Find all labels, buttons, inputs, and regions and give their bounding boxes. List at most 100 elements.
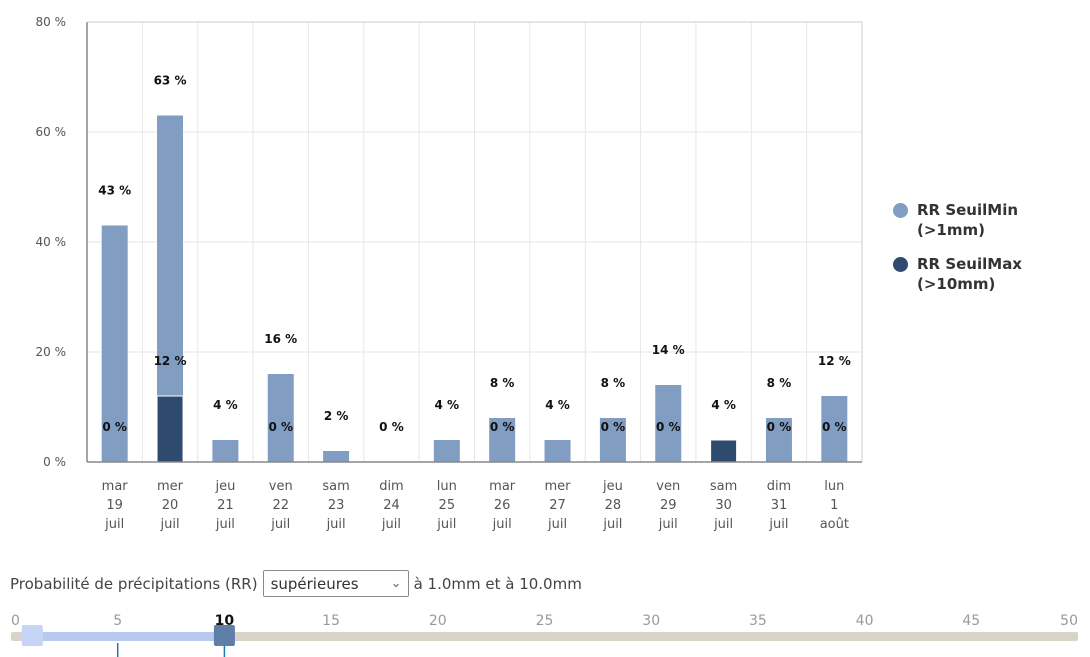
bar-seuilmin[interactable]	[323, 451, 350, 462]
data-label-seuilmin: 43 %	[98, 184, 131, 198]
slider-tick-label: 0	[11, 613, 20, 629]
y-tick-label: 0 %	[43, 455, 66, 469]
data-label-seuilmax: 0 %	[767, 420, 792, 434]
data-label-seuilmax: 0 %	[268, 420, 293, 434]
x-tick-label: 28	[605, 498, 622, 513]
bar-seuilmax[interactable]	[156, 395, 184, 463]
slider-tick-label: 5	[113, 613, 122, 629]
data-label-seuilmin: 8 %	[767, 376, 792, 390]
x-tick-label: ven	[269, 479, 293, 494]
x-tick-label: 22	[272, 498, 289, 513]
legend-swatch-seuilmax	[893, 257, 908, 272]
bar-seuilmin[interactable]	[655, 385, 682, 462]
slider-tick-label: 30	[642, 613, 660, 629]
data-label-seuilmax: 0 %	[102, 420, 127, 434]
legend-label-seuilmin: RR SeuilMin (>1mm)	[917, 201, 1019, 239]
x-tick-label: mar	[489, 479, 516, 494]
bar-seuilmin[interactable]	[101, 225, 128, 463]
data-label-seuilmax: 0 %	[822, 420, 847, 434]
y-tick-label: 60 %	[36, 125, 67, 139]
legend-item-seuilmax[interactable]: RR SeuilMax (>10mm)	[893, 254, 1083, 294]
x-tick-label: 25	[439, 498, 456, 513]
bar-seuilmin[interactable]	[212, 440, 239, 462]
slider-tick-label: 20	[429, 613, 447, 629]
data-label-seuilmin: 0 %	[379, 420, 404, 434]
x-tick-label: 23	[328, 498, 345, 513]
legend: RR SeuilMin (>1mm) RR SeuilMax (>10mm)	[893, 200, 1083, 308]
bar-chart: 0 %20 %40 %60 %80 %43 %0 %63 %12 %4 %16 …	[36, 15, 863, 532]
y-tick-label: 40 %	[36, 235, 67, 249]
bar-seuilmin[interactable]	[544, 440, 571, 462]
x-tick-label: juil	[159, 517, 179, 532]
x-tick-label: 1	[830, 498, 838, 513]
data-label-seuilmax: 0 %	[656, 420, 681, 434]
data-label-seuilmin: 4 %	[545, 398, 570, 412]
x-tick-label: 26	[494, 498, 511, 513]
slider-max-handle[interactable]	[213, 625, 235, 646]
x-tick-label: dim	[379, 479, 404, 494]
slider-min-handle[interactable]	[21, 625, 43, 646]
slider-tick-label: 15	[322, 613, 340, 629]
data-label-seuilmin: 8 %	[601, 376, 626, 390]
x-tick-label: 29	[660, 498, 677, 513]
threshold-range-slider[interactable]: 0 5 10 15 20 25 30 35 40 45 50	[0, 605, 1090, 657]
x-tick-label: juil	[547, 517, 567, 532]
bar-seuilmax[interactable]	[710, 439, 738, 463]
x-tick-label: mar	[102, 479, 129, 494]
bar-seuilmin[interactable]	[599, 418, 626, 462]
data-label-seuilmin: 14 %	[652, 343, 685, 357]
x-tick-label: 30	[715, 498, 732, 513]
x-tick-label: 19	[106, 498, 123, 513]
legend-swatch-seuilmin	[893, 203, 908, 218]
data-label-seuilmin: 4 %	[711, 398, 736, 412]
bar-seuilmin[interactable]	[267, 374, 294, 462]
x-tick-label: lun	[437, 479, 457, 494]
threshold-suffix-label: à 1.0mm et à 10.0mm	[413, 574, 582, 593]
data-label-seuilmax: 12 %	[154, 354, 187, 368]
probability-prefix-label: Probabilité de précipitations (RR)	[10, 574, 258, 593]
x-tick-label: lun	[824, 479, 844, 494]
slider-tick-label: 50	[1060, 613, 1078, 629]
x-tick-label: 31	[771, 498, 788, 513]
x-tick-label: 27	[549, 498, 566, 513]
data-label-seuilmin: 8 %	[490, 376, 515, 390]
x-tick-label: juil	[215, 517, 235, 532]
x-tick-label: juil	[713, 517, 733, 532]
x-tick-label: sam	[710, 479, 737, 494]
slider-track[interactable]	[11, 632, 1078, 641]
x-tick-label: 24	[383, 498, 400, 513]
x-tick-label: juil	[326, 517, 346, 532]
probability-controls: Probabilité de précipitations (RR) supér…	[10, 570, 582, 597]
x-tick-label: mer	[545, 479, 572, 494]
slider-tick-label: 25	[536, 613, 554, 629]
x-tick-label: ven	[656, 479, 680, 494]
data-label-seuilmin: 4 %	[213, 398, 238, 412]
x-tick-label: juil	[658, 517, 678, 532]
data-label-seuilmin: 63 %	[154, 74, 187, 88]
slider-tick-label: 45	[962, 613, 980, 629]
legend-item-seuilmin[interactable]: RR SeuilMin (>1mm)	[893, 200, 1083, 240]
bar-seuilmin[interactable]	[433, 440, 460, 462]
x-tick-label: mer	[157, 479, 184, 494]
y-tick-label: 80 %	[36, 15, 67, 29]
data-label-seuilmin: 2 %	[324, 409, 349, 423]
x-tick-label: sam	[322, 479, 349, 494]
chevron-down-icon: ⌄	[390, 576, 402, 591]
x-tick-label: juil	[436, 517, 456, 532]
x-tick-label: 21	[217, 498, 234, 513]
legend-label-seuilmax: RR SeuilMax (>10mm)	[917, 255, 1022, 293]
data-label-seuilmax: 0 %	[601, 420, 626, 434]
x-tick-label: août	[820, 517, 849, 532]
y-tick-label: 20 %	[36, 345, 67, 359]
x-tick-label: juil	[492, 517, 512, 532]
bar-seuilmin[interactable]	[489, 418, 516, 462]
slider-tick-label: 40	[856, 613, 874, 629]
x-tick-label: dim	[767, 479, 792, 494]
bar-seuilmin[interactable]	[765, 418, 792, 462]
bar-seuilmin[interactable]	[821, 396, 848, 462]
x-tick-label: juil	[104, 517, 124, 532]
comparison-select[interactable]: supérieures ⌄	[262, 570, 409, 597]
data-label-seuilmin: 12 %	[818, 354, 851, 368]
slider-selected-range	[32, 632, 225, 641]
data-label-seuilmax: 0 %	[490, 420, 515, 434]
